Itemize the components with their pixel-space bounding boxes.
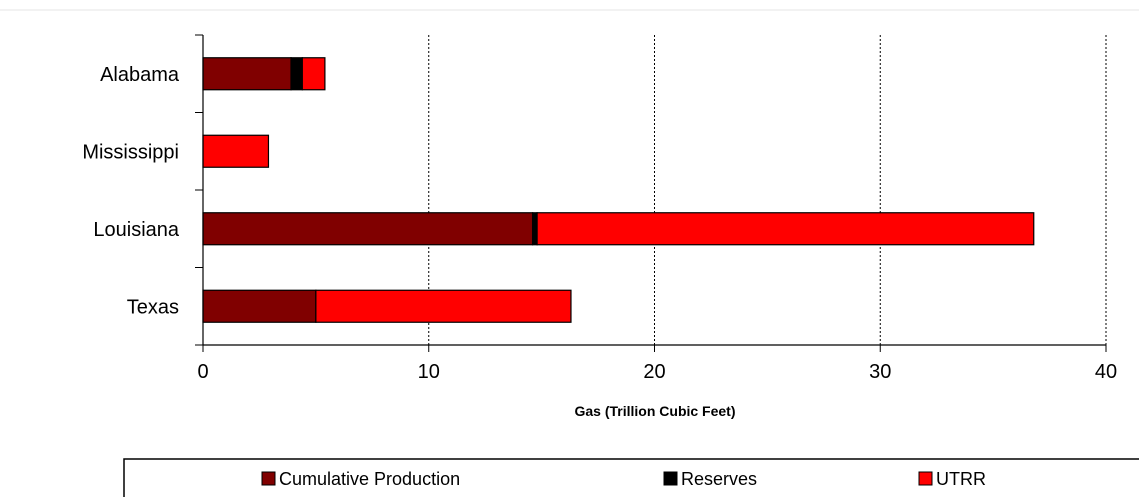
legend: Cumulative Production Reserves UTRR xyxy=(123,458,1139,497)
x-tick-label: 40 xyxy=(1095,361,1117,383)
bar-segment xyxy=(202,134,270,168)
legend-label: Cumulative Production xyxy=(279,469,460,489)
bar-segment xyxy=(290,57,303,91)
legend-label: UTRR xyxy=(936,469,986,489)
x-tick-label: 20 xyxy=(643,361,665,383)
x-tick-label: 30 xyxy=(869,361,891,383)
bar-segment xyxy=(202,289,317,323)
bar-segment xyxy=(202,212,534,246)
bar-segment xyxy=(301,57,326,91)
legend-box xyxy=(123,458,1139,497)
category-label: Louisiana xyxy=(93,219,180,241)
category-label: Texas xyxy=(127,296,179,318)
legend-swatch xyxy=(663,471,678,486)
bar-segment xyxy=(536,212,1035,246)
legend-swatch xyxy=(261,471,276,486)
legend-label: Reserves xyxy=(681,469,757,489)
category-label: Mississippi xyxy=(82,141,179,163)
legend-swatch xyxy=(918,471,933,486)
x-tick-labels: 0 10 20 30 40 xyxy=(197,361,1117,383)
bar-segment xyxy=(531,212,538,246)
bars xyxy=(202,57,1035,323)
bar-segment xyxy=(315,289,572,323)
x-axis-title: Gas (Trillion Cubic Feet) xyxy=(574,403,735,419)
x-tick-label: 10 xyxy=(418,361,440,383)
axes xyxy=(195,34,1107,352)
category-label: Alabama xyxy=(100,64,180,86)
x-tick-label: 0 xyxy=(197,361,208,383)
category-labels: Alabama Mississippi Louisiana Texas xyxy=(82,64,180,319)
bar-segment xyxy=(202,57,292,91)
